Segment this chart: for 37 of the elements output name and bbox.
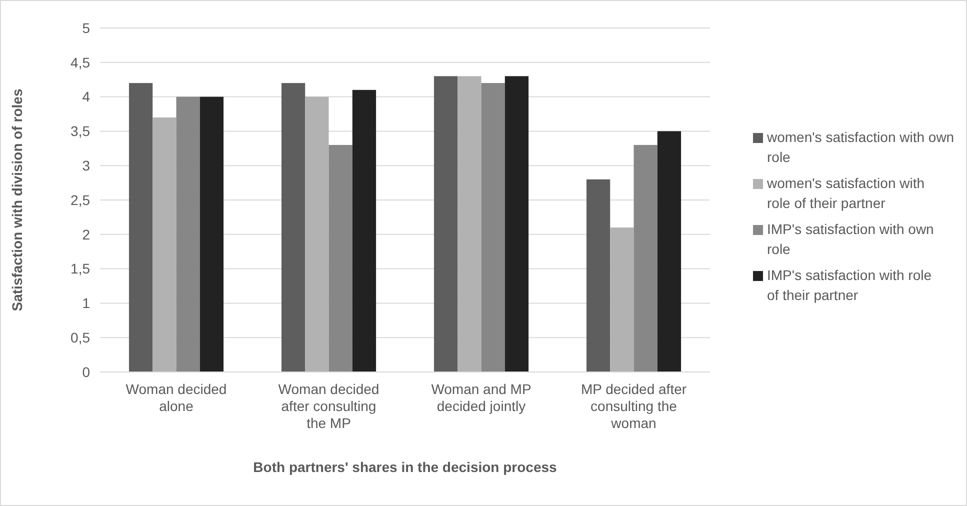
bar — [128, 83, 153, 372]
legend-label: women's satisfaction with own role — [766, 129, 954, 165]
bar — [352, 90, 376, 372]
bar — [200, 96, 224, 372]
bar — [434, 76, 458, 372]
legend-label: IMP's satisfaction with own role — [767, 221, 934, 257]
x-tick-label: Woman decided after consulting the MP — [278, 381, 380, 431]
bar — [610, 228, 634, 372]
bar — [152, 117, 176, 372]
bar — [458, 76, 482, 372]
bar — [281, 83, 306, 372]
bar — [657, 131, 682, 372]
x-axis-title: Both partners' shares in the decision process — [253, 459, 558, 475]
x-tick-label: Woman decided alone — [126, 381, 227, 414]
bar — [305, 96, 329, 372]
x-tick-label: MP decided after consulting the woman — [580, 381, 687, 431]
y-tick-label: 0 — [82, 364, 90, 380]
y-tick-label: 2,5 — [70, 192, 90, 208]
y-tick-label: 4 — [82, 88, 90, 105]
y-tick-label: 1,5 — [70, 260, 90, 277]
bar — [481, 83, 505, 372]
y-tick-label: 3 — [82, 158, 90, 174]
y-tick-label: 1 — [82, 295, 90, 312]
bar — [176, 96, 200, 372]
y-tick-label: 0,5 — [70, 330, 90, 346]
y-tick-label: 3,5 — [70, 123, 90, 140]
legend-label: IMP's satisfaction with role of their partner — [767, 267, 932, 303]
y-tick-label: 2 — [82, 226, 90, 242]
y-axis-title: Satisfaction with division of roles — [9, 88, 25, 312]
bar — [328, 144, 352, 372]
bar — [586, 179, 610, 372]
legend-label: women's satisfaction with role of their partner — [766, 175, 925, 211]
bar — [634, 144, 658, 372]
x-tick-label: Woman and MP decided jointly — [431, 381, 532, 414]
y-tick-label: 4,5 — [70, 54, 90, 70]
bar — [504, 76, 529, 372]
y-tick-label: 5 — [82, 20, 90, 36]
